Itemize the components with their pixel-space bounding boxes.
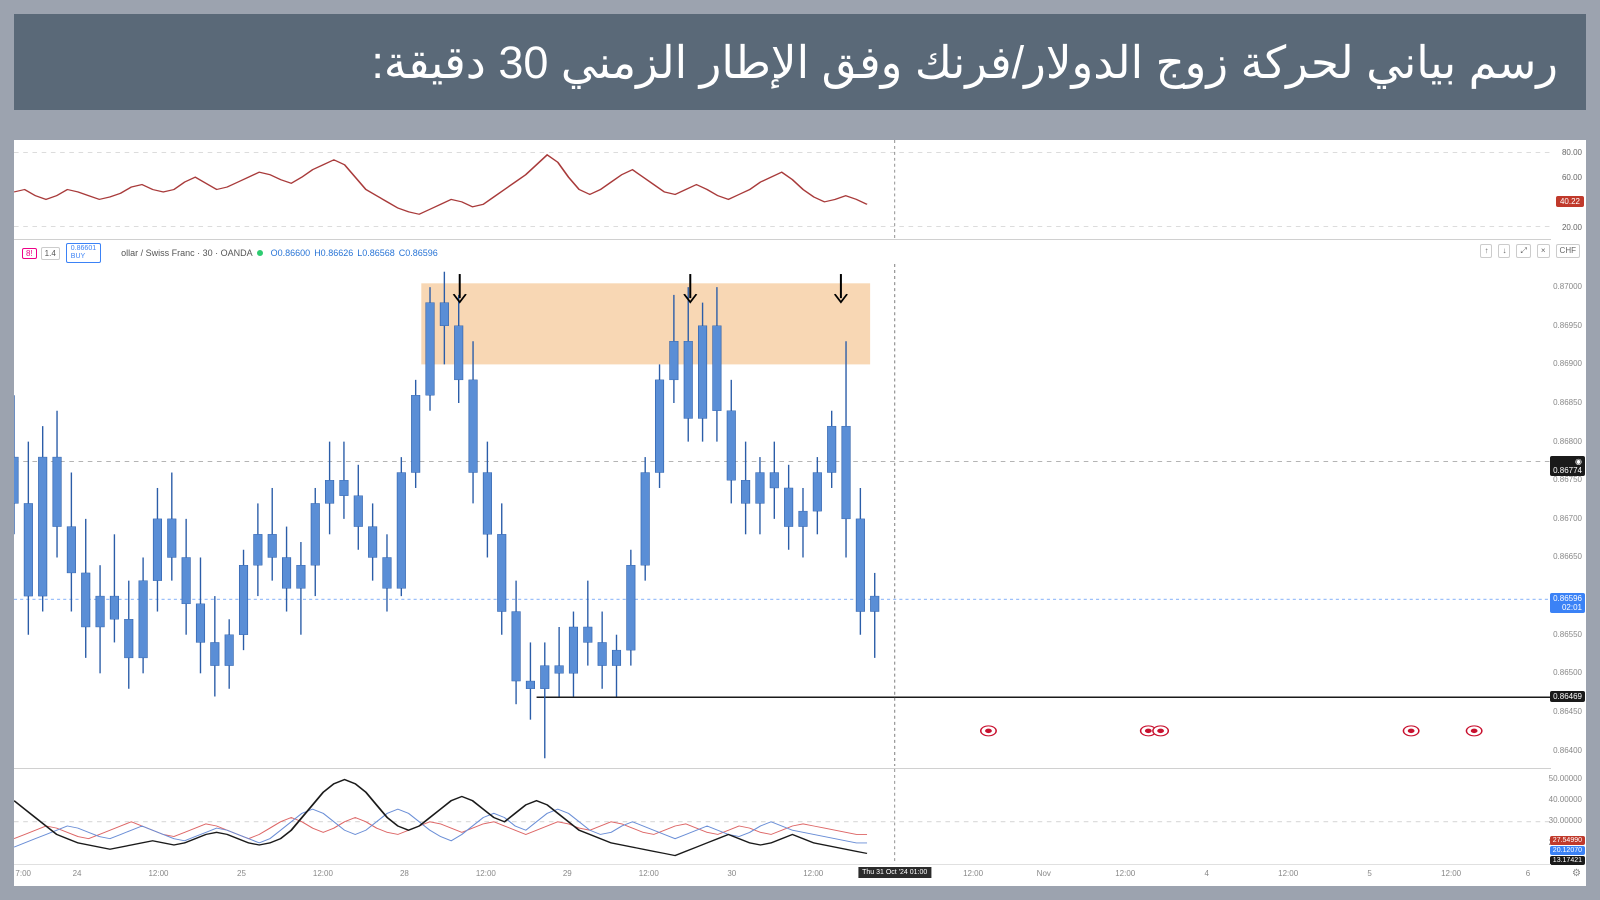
price-y-axis[interactable]: 0.870000.869500.869000.868500.868000.867…: [1551, 264, 1586, 766]
time-cursor-badge: Thu 31 Oct '24 01:00: [858, 867, 931, 878]
time-tick: 7:00: [15, 869, 31, 878]
time-tick: 6: [1526, 869, 1530, 878]
rsi-panel[interactable]: [14, 140, 1551, 240]
time-tick: 12:00: [639, 869, 659, 878]
alert-icon[interactable]: 8!: [22, 248, 37, 259]
support-level-badge: 0.86469: [1550, 691, 1585, 702]
buy-button[interactable]: 0.86601 BUY: [66, 243, 101, 264]
symbol-info-bar: 8! 1.4 0.86601 BUY ollar / Swiss Franc ·…: [14, 244, 1551, 262]
time-tick: 30: [727, 869, 736, 878]
time-tick: 12:00: [148, 869, 168, 878]
move-up-icon[interactable]: ↑: [1480, 244, 1492, 258]
time-tick: 28: [400, 869, 409, 878]
time-tick: 4: [1204, 869, 1208, 878]
current-price-badge: 0.8659602:01: [1550, 593, 1585, 613]
collapse-icon[interactable]: ⤢: [1516, 244, 1530, 258]
ohlc-low: L0.86568: [357, 248, 395, 258]
time-tick: 12:00: [476, 869, 496, 878]
settings-icon[interactable]: ⚙: [1572, 868, 1581, 879]
time-tick: 12:00: [963, 869, 983, 878]
title-bar: رسم بياني لحركة زوج الدولار/فرنك وفق الإ…: [14, 14, 1586, 110]
oscillator-panel[interactable]: [14, 768, 1551, 864]
time-tick: 12:00: [1441, 869, 1461, 878]
oscillator-chart: [14, 769, 1551, 864]
oscillator-y-axis: 50.0000040.0000030.0000020.0000027.54990…: [1551, 768, 1586, 864]
rsi-current-badge: 40.22: [1556, 196, 1584, 207]
market-open-icon: [257, 250, 263, 256]
chart-title: رسم بياني لحركة زوج الدولار/فرنك وفق الإ…: [371, 36, 1558, 89]
ohlc-high: H0.86626: [314, 248, 353, 258]
time-tick: Nov: [1037, 869, 1051, 878]
candlestick-chart: [14, 264, 1551, 766]
spread-badge: 1.4: [41, 247, 60, 260]
time-tick: 25: [237, 869, 246, 878]
close-icon[interactable]: ×: [1537, 244, 1550, 258]
time-x-axis[interactable]: 7:00 24 12:00 25 12:00 28 12:00 29 12:00 30 12:00 1…: [14, 864, 1551, 886]
chart-panel: 20.0040.0060.0080.0040.22 8! 1.4 0.86601…: [14, 140, 1586, 886]
symbol-name[interactable]: ollar / Swiss Franc · 30 · OANDA: [121, 248, 253, 258]
time-tick: 12:00: [1278, 869, 1298, 878]
oscillator-value-badge: 20.12070: [1550, 846, 1585, 855]
oscillator-value-badge: 27.54990: [1550, 836, 1585, 845]
price-chart[interactable]: [14, 264, 1551, 766]
ohlc-close: C0.86596: [399, 248, 438, 258]
time-tick: 5: [1367, 869, 1371, 878]
oscillator-value-badge: 13.17421: [1550, 856, 1585, 865]
time-tick: 12:00: [313, 869, 333, 878]
crosshair-price-badge: ◉ 0.86774: [1550, 456, 1585, 476]
rsi-line-chart: [14, 140, 1551, 239]
ohlc-open: O0.86600: [271, 248, 311, 258]
time-tick: 29: [563, 869, 572, 878]
time-tick: 12:00: [803, 869, 823, 878]
rsi-y-axis: 20.0040.0060.0080.0040.22: [1551, 140, 1586, 240]
chart-toolbar: ↑ ↓ ⤢ × CHF: [1480, 244, 1580, 258]
move-down-icon[interactable]: ↓: [1498, 244, 1510, 258]
currency-label[interactable]: CHF: [1556, 244, 1580, 258]
time-tick: 24: [73, 869, 82, 878]
time-tick: 12:00: [1115, 869, 1135, 878]
